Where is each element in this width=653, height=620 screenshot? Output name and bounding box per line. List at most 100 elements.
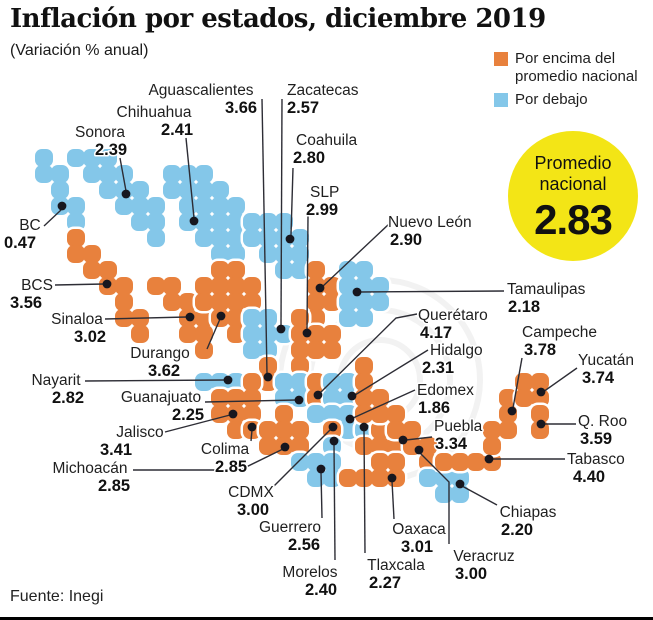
state-blob-chihuahua (160, 162, 248, 266)
state-value-tamaulipas: 2.18 (508, 298, 540, 316)
state-dot-veracruz (414, 445, 424, 455)
leader-line-oaxaca (391, 480, 395, 520)
state-blob-yucatan (512, 370, 552, 410)
state-label-jalisco: Jalisco (116, 424, 163, 441)
state-value-oaxaca: 3.01 (401, 538, 433, 556)
state-blob-oaxaca (336, 450, 408, 490)
leader-line-aguascalientes (261, 98, 268, 375)
state-label-colima: Colima (201, 441, 250, 458)
state-label-veracruz: Veracruz (453, 548, 514, 565)
state-label-chiapas: Chiapas (500, 504, 557, 521)
leader-line-bc (43, 209, 62, 227)
state-value-guerrero: 2.56 (288, 536, 320, 554)
state-blobs (32, 146, 552, 506)
state-dot-coahuila (285, 234, 295, 244)
leader-line-jalisco (164, 414, 231, 433)
state-value-durango: 3.62 (148, 362, 180, 380)
state-dot-durango (216, 311, 226, 321)
state-value-nuevo-leon: 2.90 (390, 231, 422, 249)
state-dot-aguascalientes (263, 372, 273, 382)
legend-label-below: Por debajo (515, 91, 588, 108)
leader-line-chiapas (461, 485, 498, 506)
state-label-chihuahua: Chihuahua (117, 104, 192, 121)
leader-line-sonora (119, 157, 127, 192)
state-dot-morelos (329, 436, 339, 446)
state-label-tabasco: Tabasco (567, 451, 625, 468)
state-value-sonora: 2.39 (95, 141, 127, 159)
leader-line-tamaulipas (359, 290, 505, 293)
leader-line-michoacan (133, 448, 284, 471)
source-note: Fuente: Inegi (10, 588, 104, 605)
legend-swatch-below-icon (494, 93, 508, 107)
state-blob-zacatecas (240, 306, 296, 362)
state-label-aguascalientes: Aguascalientes (148, 82, 253, 99)
leader-line-nayarit (84, 379, 225, 382)
state-dot-tlaxcala (359, 422, 369, 432)
state-dot-jalisco (228, 409, 238, 419)
leader-line-guerrero (320, 471, 323, 519)
leader-line-morelos (333, 443, 336, 561)
state-value-edomex: 1.86 (418, 399, 450, 417)
state-blob-tamaulipas (336, 258, 392, 330)
state-label-q-roo: Q. Roo (578, 413, 627, 430)
state-value-hidalgo: 2.31 (422, 359, 454, 377)
national-average-badge: Promedio nacional 2.83 (508, 131, 638, 261)
state-dot-chiapas (455, 479, 465, 489)
state-dot-yucatan (536, 387, 546, 397)
state-value-campeche: 3.78 (524, 341, 556, 359)
leader-line-chihuahua (185, 137, 195, 219)
state-value-q-roo: 3.59 (580, 430, 612, 448)
state-value-veracruz: 3.00 (455, 565, 487, 583)
leader-line-coahuila (290, 167, 294, 236)
state-label-durango: Durango (130, 345, 189, 362)
leader-line-nuevo-leon (321, 223, 390, 288)
state-label-tamaulipas: Tamaulipas (507, 281, 586, 298)
state-value-michoacan: 2.85 (98, 477, 130, 495)
state-dot-michoacan (280, 442, 290, 452)
state-dot-guanajuato (294, 395, 304, 405)
state-label-puebla: Puebla (434, 418, 483, 435)
state-dot-campeche (507, 406, 517, 416)
state-label-tlaxcala: Tlaxcala (367, 557, 425, 574)
state-label-bc: BC (19, 217, 41, 234)
state-dot-nayarit (223, 375, 233, 385)
state-value-tlaxcala: 2.27 (369, 574, 401, 592)
leader-lines (43, 98, 578, 561)
state-dot-tamaulipas (352, 287, 362, 297)
state-value-zacatecas: 2.57 (287, 99, 319, 117)
badge-label-line2: nacional (539, 174, 607, 194)
leader-line-hidalgo (354, 349, 429, 396)
state-value-yucatan: 3.74 (582, 369, 615, 387)
leader-line-veracruz (419, 452, 450, 544)
leader-line-edomex (352, 389, 416, 419)
legend-item-above: Por encima del promedio nacional (494, 50, 650, 86)
state-dot-oaxaca (387, 473, 397, 483)
state-value-chihuahua: 2.41 (161, 121, 193, 139)
state-dot-q-roo (536, 419, 546, 429)
state-label-edomex: Edomex (417, 382, 474, 399)
state-value-jalisco: 3.41 (100, 441, 132, 459)
leader-line-bcs (54, 283, 105, 286)
state-value-morelos: 2.40 (305, 581, 337, 599)
badge-value: 2.83 (534, 196, 613, 243)
state-label-coahuila: Coahuila (296, 132, 358, 149)
state-dot-tabasco (484, 454, 494, 464)
state-blob-slp (288, 306, 344, 378)
state-dots (57, 189, 546, 489)
state-dot-cdmx (328, 422, 338, 432)
leader-line-puebla (405, 436, 433, 441)
state-dot-chihuahua (189, 216, 199, 226)
state-label-cdmx: CDMX (228, 484, 274, 501)
leader-line-queretaro (319, 313, 418, 394)
leader-line-zacatecas (280, 98, 283, 327)
state-label-yucatan: Yucatán (578, 352, 634, 369)
state-label-guanajuato: Guanajuato (121, 389, 201, 406)
legend-item-below: Por debajo (494, 91, 650, 109)
state-value-nayarit: 2.82 (52, 389, 84, 407)
leader-line-tlaxcala (363, 429, 366, 554)
state-dot-colima (247, 422, 257, 432)
page-title: Inflación por estados, diciembre 2019 (10, 4, 546, 34)
state-value-bc: 0.47 (4, 234, 36, 252)
